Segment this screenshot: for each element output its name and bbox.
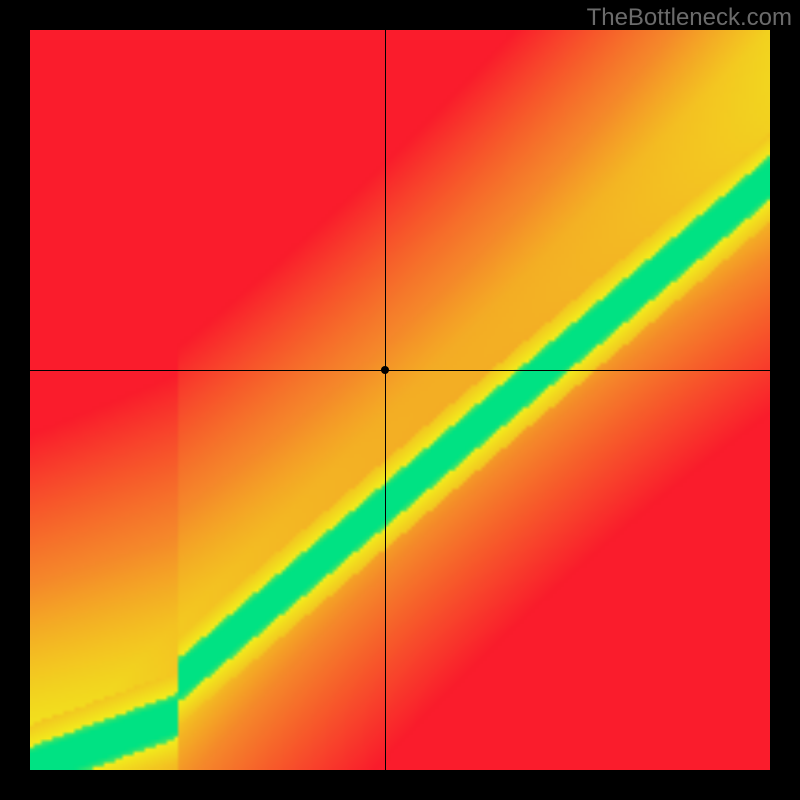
- crosshair-dot: [381, 366, 389, 374]
- watermark-text: TheBottleneck.com: [587, 4, 792, 32]
- crosshair-horizontal: [30, 370, 770, 371]
- heatmap-canvas: [30, 30, 770, 770]
- chart-root: TheBottleneck.com: [0, 0, 800, 800]
- crosshair-vertical: [385, 30, 386, 770]
- heatmap-plot-area: [30, 30, 770, 770]
